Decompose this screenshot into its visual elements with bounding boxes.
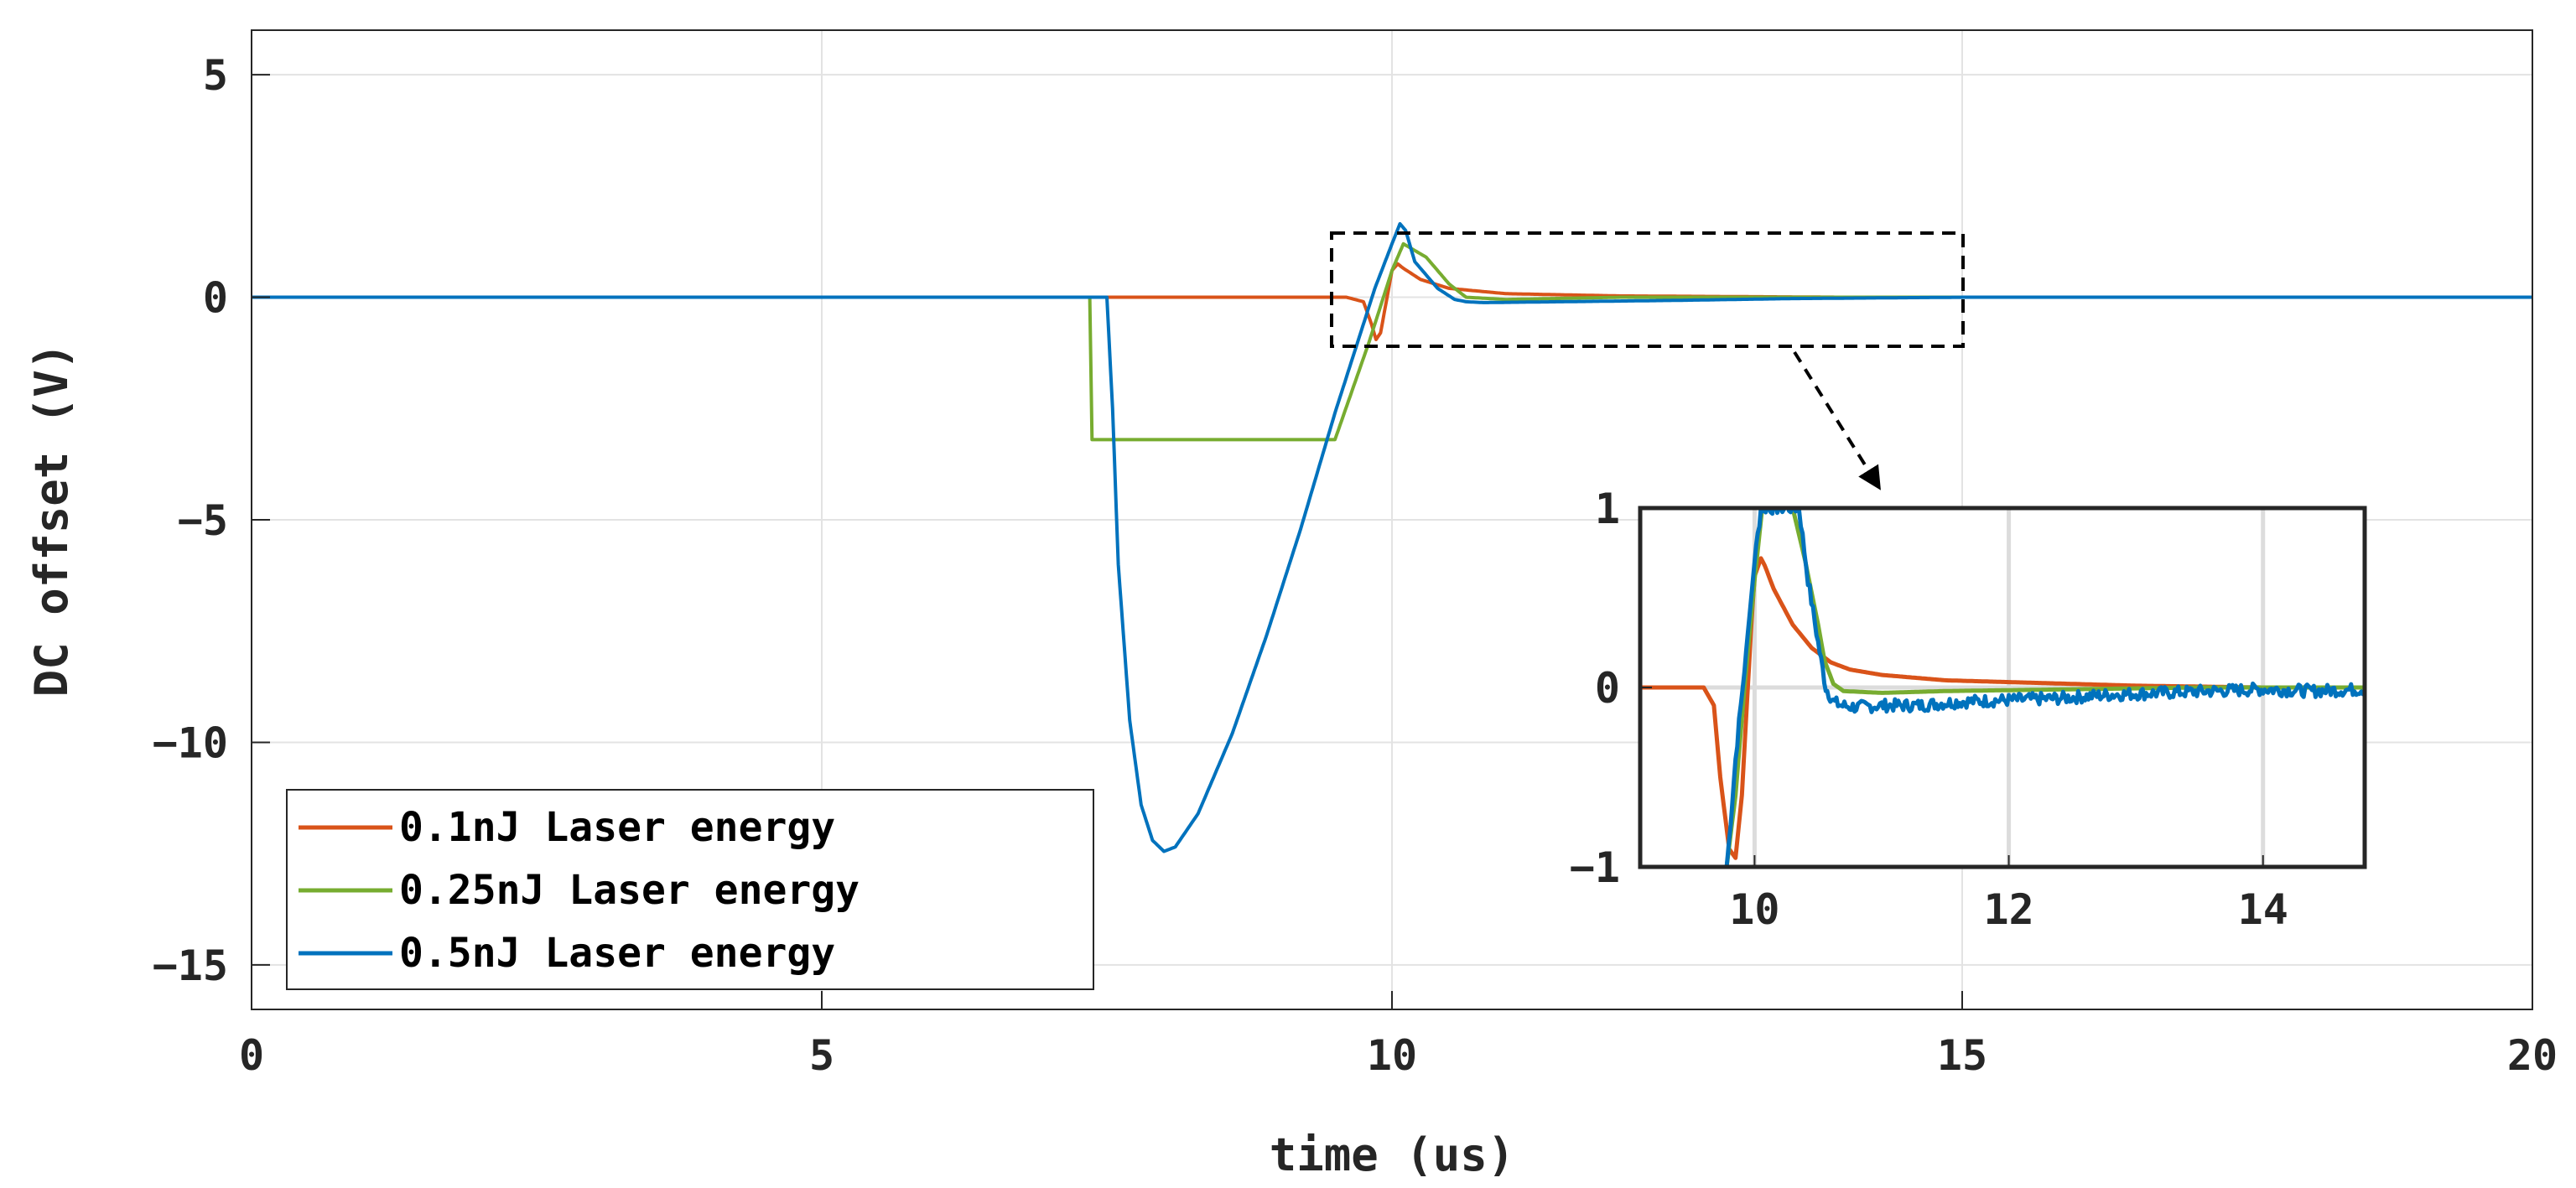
- zoom-arrow: [1793, 350, 1881, 490]
- main-xtick-label-20: 20: [2507, 1031, 2558, 1080]
- legend-label-0-1nj: 0.1nJ Laser energy: [399, 804, 835, 851]
- main-series: [252, 221, 2532, 853]
- inset-ytick-label-0: 0: [1595, 664, 1620, 713]
- inset-ytick-label-1: 1: [1595, 485, 1620, 533]
- inset-xtick-label-10: 10: [1729, 885, 1779, 934]
- main-ytick-label-5: 5: [203, 51, 228, 100]
- legend-label-0-25nj: 0.25nJ Laser energy: [399, 867, 860, 914]
- main-series-0-5nj-laser-energy: [252, 221, 2532, 853]
- inset-series: [1640, 508, 2365, 867]
- main-xtick-label-0: 0: [239, 1031, 264, 1080]
- main-ytick-label-5: −5: [178, 496, 228, 545]
- inset-xtick-label-12: 12: [1983, 885, 2033, 934]
- legend-label-0-5nj: 0.5nJ Laser energy: [399, 930, 835, 977]
- main-xtick-label-5: 5: [809, 1031, 834, 1080]
- main-ytick-label-15: −15: [153, 942, 228, 990]
- x-axis-label: time (us): [1270, 1128, 1515, 1181]
- inset-series-0-5nj-laser-energy: [1724, 508, 2365, 867]
- legend-box: [286, 789, 1094, 990]
- main-xtick-label-10: 10: [1367, 1031, 1417, 1080]
- legend: 0.1nJ Laser energy 0.25nJ Laser energy 0…: [286, 789, 1094, 990]
- main-xtick-label-15: 15: [1937, 1031, 1987, 1080]
- y-axis-label: DC offset (V): [25, 343, 78, 698]
- inset-ytick-label-1: −1: [1570, 843, 1620, 892]
- zoom-region-box: [1330, 231, 1965, 348]
- inset-xtick-label-14: 14: [2238, 885, 2288, 934]
- main-ytick-label-10: −10: [153, 719, 228, 767]
- main-ytick-label-0: 0: [203, 274, 228, 323]
